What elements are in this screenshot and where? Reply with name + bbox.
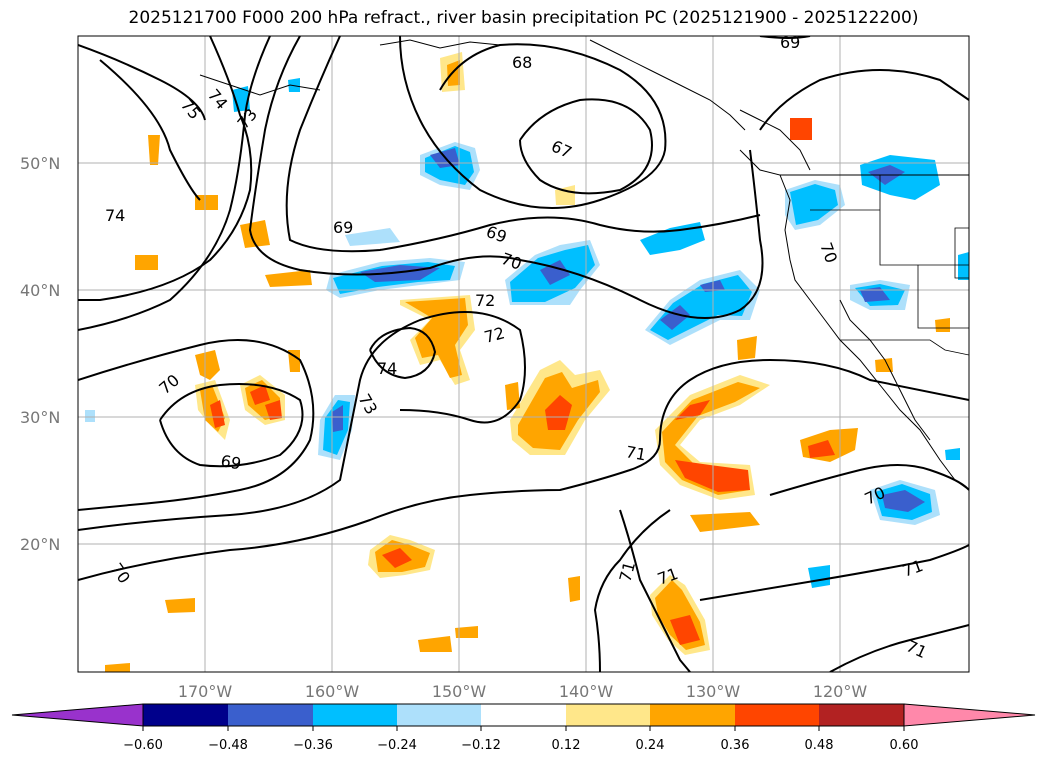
colorbar-tick: −0.12: [461, 738, 501, 753]
contour-label: 69: [780, 33, 800, 52]
lon-label: 150°W: [432, 682, 487, 701]
contour-label: 71: [624, 442, 647, 464]
colorbar-tick: −0.36: [293, 738, 333, 753]
map-title: 2025121700 F000 200 hPa refract., river …: [128, 8, 919, 28]
longitude-labels: 170°W 160°W 150°W 140°W 130°W 120°W: [178, 682, 868, 701]
colorbar-swatch: [819, 704, 904, 726]
colorbar: −0.60 −0.48 −0.36 −0.24 −0.12 0.12 0.24 …: [11, 703, 1036, 753]
colorbar-swatch: [313, 704, 397, 726]
contour-label: 71: [616, 559, 640, 584]
lat-label: 30°N: [20, 408, 60, 427]
colorbar-swatch: [397, 704, 481, 726]
lon-label: 170°W: [178, 682, 233, 701]
colorbar-swatch: [228, 704, 313, 726]
negative-anomaly-shading: [85, 78, 969, 588]
colorbar-tick: −0.60: [123, 738, 163, 753]
colorbar-tick: 0.12: [552, 738, 581, 753]
contour-label: 69: [219, 451, 242, 473]
lon-label: 130°W: [686, 682, 741, 701]
map-frame: [77, 35, 970, 673]
colorbar-tick: −0.24: [377, 738, 417, 753]
contour-label: 72: [482, 323, 507, 347]
colorbar-tick: 0.48: [805, 738, 834, 753]
contour-label: 69: [333, 218, 353, 237]
lat-label: 20°N: [20, 535, 60, 554]
lat-label: 40°N: [20, 281, 60, 300]
latitude-labels: 50°N 40°N 30°N 20°N: [20, 154, 60, 554]
contour-label: 68: [512, 53, 532, 72]
contour-label: 74: [377, 359, 397, 378]
lat-label: 50°N: [20, 154, 60, 173]
colorbar-swatch: [650, 704, 735, 726]
colorbar-tick: 0.60: [890, 738, 919, 753]
lon-label: 160°W: [305, 682, 360, 701]
colorbar-extend-max: [903, 703, 1036, 727]
colorbar-swatch: [735, 704, 819, 726]
coastlines: [199, 39, 969, 491]
colorbar-swatch: [566, 704, 650, 726]
colorbar-swatch: [143, 704, 228, 726]
map-area: 75 74 73 68 69 67 69 74 69 70 72 72 74 7…: [78, 33, 969, 672]
colorbar-tick: 0.36: [721, 738, 750, 753]
contour-label: 72: [475, 291, 495, 310]
lon-label: 120°W: [813, 682, 868, 701]
colorbar-tick: 0.24: [636, 738, 665, 753]
gridlines: [78, 36, 969, 672]
colorbar-extend-min: [11, 703, 144, 727]
lon-label: 140°W: [559, 682, 614, 701]
colorbar-tick: −0.48: [208, 738, 248, 753]
colorbar-swatch: [481, 704, 566, 726]
positive-anomaly-shading: [105, 52, 950, 672]
contour-label: 74: [105, 206, 125, 225]
refractivity-contours: [78, 36, 969, 672]
